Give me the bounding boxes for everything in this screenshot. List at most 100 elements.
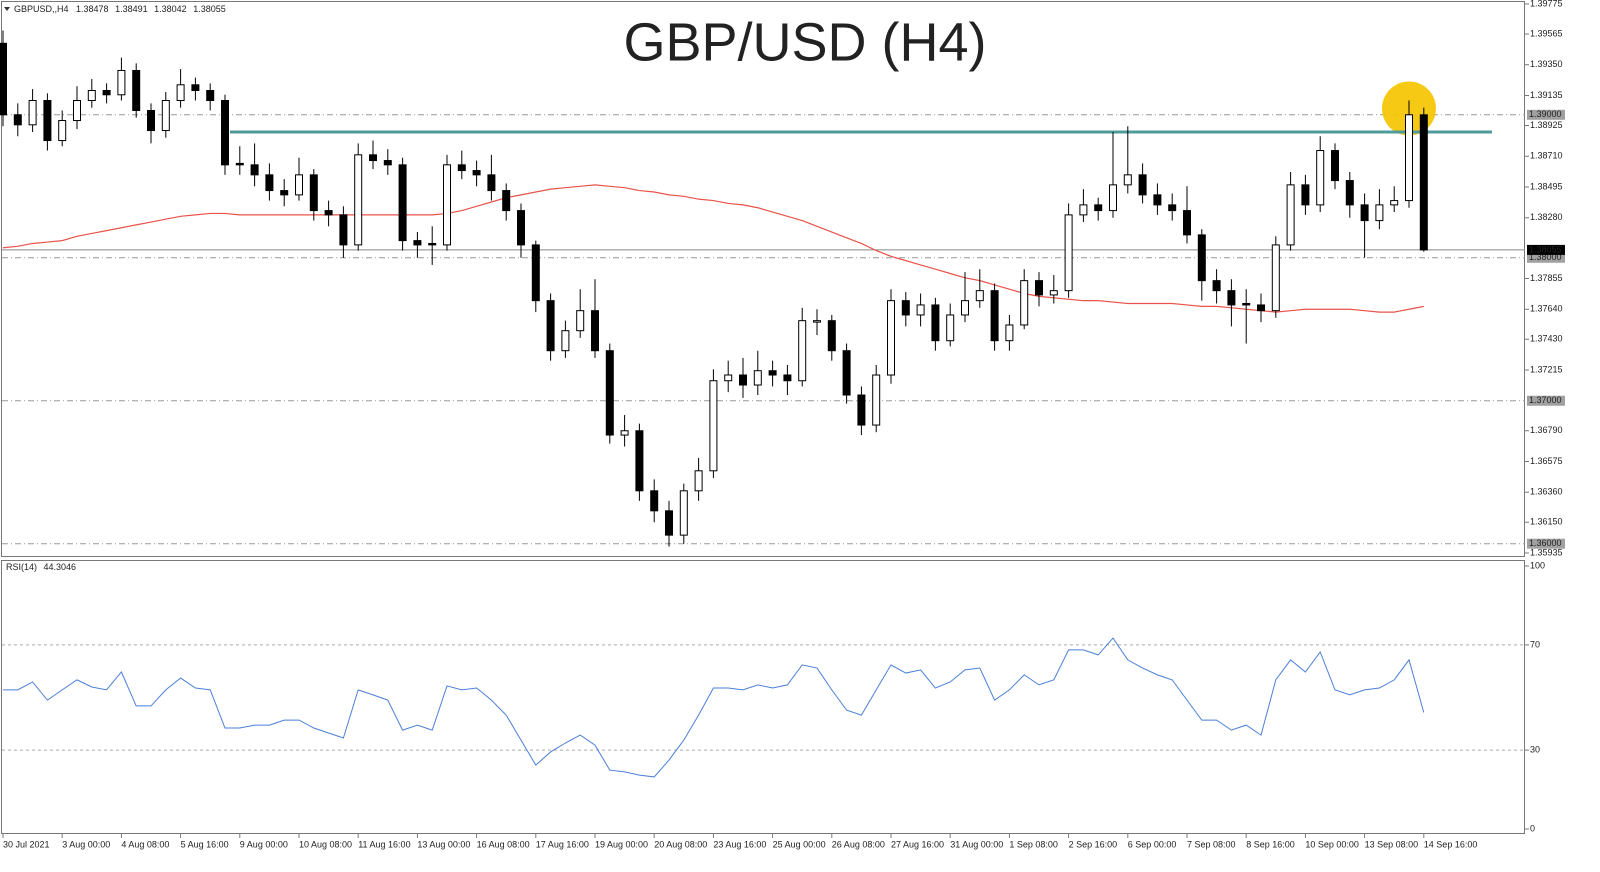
header-low: 1.38042 [154, 4, 187, 14]
candle-body [1049, 290, 1058, 296]
candle-body [1375, 204, 1384, 222]
rsi-line [3, 637, 1425, 778]
candle-body [1227, 290, 1236, 306]
x-tick-label: 13 Aug 00:00 [417, 839, 470, 849]
y-tick-label: 1.38710 [1530, 151, 1563, 161]
candle-body [87, 89, 96, 102]
candle-body [1168, 204, 1177, 212]
candle-body [872, 374, 881, 426]
y-tick-label: 1.36575 [1530, 456, 1563, 466]
candle-body [798, 320, 807, 382]
x-tick-label: 8 Sep 16:00 [1246, 839, 1295, 849]
candle-body [1153, 194, 1162, 206]
candle-body [679, 490, 688, 536]
candle-body [132, 69, 141, 112]
y-tick-label: 1.36790 [1530, 425, 1563, 435]
candle-body [413, 240, 422, 246]
candle-body [176, 84, 185, 102]
candle-body [1064, 214, 1073, 292]
x-tick-label: 1 Sep 08:00 [1009, 839, 1058, 849]
candle-body [235, 162, 244, 166]
candle-body [1316, 150, 1325, 206]
candle-body [561, 330, 570, 352]
candle-body [1005, 324, 1014, 342]
y-tick-label: 1.36150 [1530, 517, 1563, 527]
candle-body [517, 210, 525, 246]
header-high: 1.38491 [115, 4, 148, 14]
x-tick-label: 7 Sep 08:00 [1187, 839, 1236, 849]
candle-body [309, 174, 318, 212]
x-tick-label: 2 Sep 16:00 [1069, 839, 1118, 849]
candle-body [1020, 280, 1029, 326]
symbol: GBPUSD,,H4 [14, 4, 69, 14]
header-close: 1.38055 [193, 4, 226, 14]
rsi-pane-frame [1, 560, 1525, 834]
x-tick-label: 25 Aug 00:00 [773, 839, 826, 849]
x-tick-label: 30 Jul 2021 [3, 839, 50, 849]
level-label-box [1527, 252, 1565, 263]
rsi-last-value: 44.3046 [44, 562, 77, 572]
candle-body [1257, 304, 1265, 312]
candle-body [265, 174, 274, 192]
candle-body [975, 290, 984, 302]
y-tick-label: 1.39135 [1530, 90, 1563, 100]
y-tick-label: 1.35935 [1530, 547, 1563, 557]
symbol-header: GBPUSD,,H4 1.38478 1.38491 1.38042 1.380… [14, 4, 226, 14]
x-tick-label: 26 Aug 08:00 [832, 839, 885, 849]
rsi-header: RSI(14) 44.3046 [6, 562, 76, 572]
candle-body [813, 320, 821, 323]
candle-body [916, 304, 925, 316]
current-price-box [1527, 244, 1565, 255]
y-tick-label: 1.39565 [1530, 28, 1563, 38]
candle-body [783, 374, 792, 382]
candle-body [428, 242, 437, 246]
candle-body [1419, 114, 1428, 251]
candle-body [931, 304, 940, 342]
y-tick-label: 1.39775 [1530, 0, 1563, 8]
y-tick-label: 1.37430 [1530, 334, 1563, 344]
x-tick-label: 10 Sep 00:00 [1305, 839, 1359, 849]
candle-body [768, 370, 777, 376]
candle-body [1271, 244, 1280, 312]
candle-body [1331, 150, 1339, 182]
candle-body [1405, 114, 1413, 202]
candle-body [842, 350, 851, 396]
moving-average [2, 184, 1424, 313]
rsi-tick-label: 70 [1530, 639, 1540, 649]
y-tick-label: 1.37215 [1530, 364, 1563, 374]
candle-body [1079, 204, 1088, 216]
layers: 1.39775 1.39565 1.39350 1.39135 1.38925 1.387… [0, 0, 1565, 849]
candle-body [1345, 180, 1354, 206]
candle-body [1197, 234, 1206, 282]
candle-body [635, 430, 644, 492]
candle-body [1242, 303, 1251, 306]
x-tick-label: 16 Aug 08:00 [477, 839, 530, 849]
y-tick-label: 1.36360 [1530, 487, 1563, 497]
x-tick-label: 17 Aug 16:00 [536, 839, 589, 849]
candle-body [369, 154, 377, 162]
candle-body [191, 84, 200, 91]
y-tick-label: 1.39350 [1530, 59, 1563, 69]
candle-body [73, 100, 81, 122]
x-tick-label: 4 Aug 08:00 [121, 839, 169, 849]
x-tick-label: 23 Aug 16:00 [713, 839, 766, 849]
candle-body [694, 470, 703, 492]
candle-body [28, 100, 37, 126]
candle-body [650, 490, 659, 512]
candle-body [620, 430, 629, 436]
candle-body [1183, 210, 1191, 236]
candle-body [739, 374, 747, 386]
current-price-label: 1.38055 [1529, 244, 1562, 254]
x-tick-label: 10 Aug 08:00 [299, 839, 352, 849]
candle-body [280, 190, 289, 196]
candle-body [1035, 280, 1043, 296]
x-tick-label: 6 Sep 00:00 [1128, 839, 1177, 849]
candle-body [206, 89, 215, 102]
rsi-tick-label: 0 [1530, 823, 1535, 833]
x-tick-label: 11 Aug 16:00 [358, 839, 410, 849]
candle-body [0, 42, 7, 116]
candle-body [161, 100, 170, 132]
y-tick-label: 1.38280 [1530, 212, 1563, 222]
